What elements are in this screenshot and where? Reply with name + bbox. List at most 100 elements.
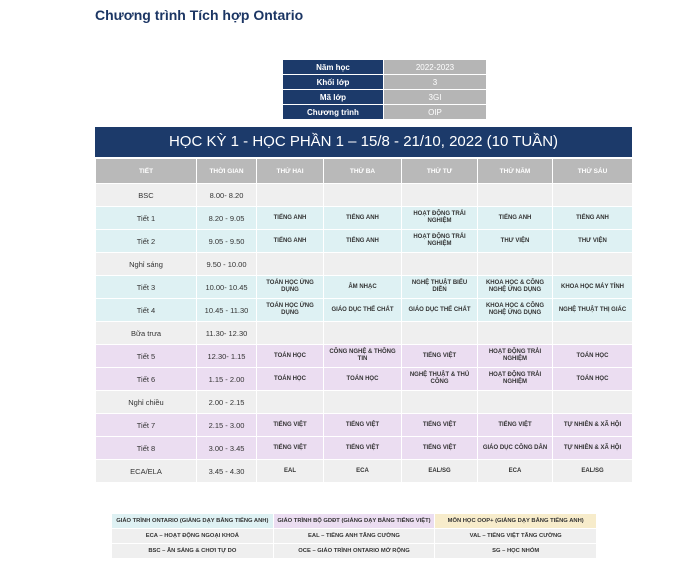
page-title: Chương trình Tích hợp Ontario <box>95 7 304 23</box>
time-cell: 10.45 - 11.30 <box>196 298 257 322</box>
subject-cell <box>256 321 324 345</box>
subject-cell: HOẠT ĐỘNG TRẢI NGHIỆM <box>477 367 553 391</box>
subject-cell: HOẠT ĐỘNG TRẢI NGHIỆM <box>401 206 478 230</box>
table-row: Bữa trưa 11.30- 12.30 <box>95 321 633 345</box>
legend-cell: OCE – GIÁO TRÌNH ONTARIO MỞ RỘNG <box>272 543 436 559</box>
subject-cell: EAL <box>256 459 324 483</box>
subject-cell: TIẾNG ANH <box>256 206 324 230</box>
info-row: Khối lớp 3 <box>282 74 487 90</box>
subject-cell: NGHỆ THUẬT BIỂU DIỄN <box>401 275 478 299</box>
subject-cell: CÔNG NGHỆ & THÔNG TIN <box>323 344 402 368</box>
legend-cell: VAL – TIẾNG VIỆT TĂNG CƯỜNG <box>434 528 597 544</box>
subject-cell: TOÁN HỌC <box>256 367 324 391</box>
info-value: 3GI <box>383 89 487 105</box>
subject-cell: TOÁN HỌC ỨNG DỤNG <box>256 275 324 299</box>
subject-cell <box>256 183 324 207</box>
semester-banner: HỌC KỲ 1 - HỌC PHẦN 1 – 15/8 - 21/10, 20… <box>95 127 632 157</box>
subject-cell: TIẾNG VIỆT <box>401 344 478 368</box>
subject-cell: TIẾNG ANH <box>323 229 402 253</box>
subject-cell: HOẠT ĐỘNG TRẢI NGHIỆM <box>401 229 478 253</box>
time-cell: 3.00 - 3.45 <box>196 436 257 460</box>
legend-cell: GIÁO TRÌNH ONTARIO (GIẢNG DẠY BẰNG TIẾNG… <box>111 513 274 529</box>
info-value: 2022-2023 <box>383 59 487 75</box>
time-cell: 8.20 - 9.05 <box>196 206 257 230</box>
info-label: Năm học <box>282 59 384 75</box>
legend-row: GIÁO TRÌNH ONTARIO (GIẢNG DẠY BẰNG TIẾNG… <box>111 513 597 529</box>
subject-cell: KHOA HỌC & CÔNG NGHỆ ỨNG DỤNG <box>477 275 553 299</box>
period-cell: Nghỉ sáng <box>95 252 197 276</box>
table-row: Nghỉ chiều 2.00 - 2.15 <box>95 390 633 414</box>
subject-cell: TIẾNG ANH <box>256 229 324 253</box>
time-cell: 3.45 - 4.30 <box>196 459 257 483</box>
subject-cell <box>323 321 402 345</box>
subject-cell: TIẾNG ANH <box>477 206 553 230</box>
info-row: Mã lớp 3GI <box>282 89 487 105</box>
subject-cell: TỰ NHIÊN & XÃ HỘI <box>552 413 633 437</box>
info-row: Năm học 2022-2023 <box>282 59 487 75</box>
subject-cell <box>552 183 633 207</box>
subject-cell <box>401 390 478 414</box>
subject-cell: GIÁO DỤC CÔNG DÂN <box>477 436 553 460</box>
period-cell: Tiết 2 <box>95 229 197 253</box>
subject-cell: KHOA HỌC & CÔNG NGHỆ ỨNG DỤNG <box>477 298 553 322</box>
table-row: ECA/ELA 3.45 - 4.30 EAL ECA EAL/SG ECA EAL/SG <box>95 459 633 483</box>
info-label: Mã lớp <box>282 89 384 105</box>
legend-table: GIÁO TRÌNH ONTARIO (GIẢNG DẠY BẰNG TIẾNG… <box>111 513 597 559</box>
subject-cell <box>477 321 553 345</box>
column-header: THỨ TƯ <box>401 158 478 184</box>
legend-cell: EAL – TIẾNG ANH TĂNG CƯỜNG <box>272 528 436 544</box>
table-row: Tiết 8 3.00 - 3.45 TIẾNG VIỆT TIẾNG VIỆT TIẾ… <box>95 436 633 460</box>
time-cell: 9.05 - 9.50 <box>196 229 257 253</box>
subject-cell <box>401 252 478 276</box>
legend-cell: MÔN HỌC OOP+ (GIẢNG DẠY BẰNG TIẾNG ANH) <box>434 513 597 529</box>
time-cell: 12.30- 1.15 <box>196 344 257 368</box>
subject-cell: TIẾNG VIỆT <box>477 413 553 437</box>
subject-cell <box>477 252 553 276</box>
class-info-table: Năm học 2022-2023 Khối lớp 3 Mã lớp 3GI Chương… <box>282 59 487 120</box>
info-row: Chương trình OIP <box>282 104 487 120</box>
subject-cell <box>256 390 324 414</box>
period-cell: BSC <box>95 183 197 207</box>
subject-cell: TOÁN HỌC <box>323 367 402 391</box>
time-cell: 10.00- 10.45 <box>196 275 257 299</box>
legend-cell: SG – HỌC NHÓM <box>434 543 597 559</box>
subject-cell: ECA <box>323 459 402 483</box>
info-value: OIP <box>383 104 487 120</box>
subject-cell: EAL/SG <box>401 459 478 483</box>
period-cell: ECA/ELA <box>95 459 197 483</box>
time-cell: 2.00 - 2.15 <box>196 390 257 414</box>
subject-cell <box>323 183 402 207</box>
table-row: BSC 8.00- 8.20 <box>95 183 633 207</box>
subject-cell: TOÁN HỌC <box>256 344 324 368</box>
subject-cell <box>256 252 324 276</box>
subject-cell: THƯ VIỆN <box>477 229 553 253</box>
column-header: THỨ HAI <box>256 158 324 184</box>
table-row: Tiết 5 12.30- 1.15 TOÁN HỌC CÔNG NGHỆ & THÔ… <box>95 344 633 368</box>
legend-cell: BSC – ĂN SÁNG & CHƠI TỰ DO <box>111 543 274 559</box>
column-header: THỜI GIAN <box>196 158 257 184</box>
subject-cell <box>552 390 633 414</box>
subject-cell: NGHỆ THUẬT & THỦ CÔNG <box>401 367 478 391</box>
column-header: THỨ NĂM <box>477 158 553 184</box>
subject-cell: KHOA HỌC MÁY TÍNH <box>552 275 633 299</box>
time-cell: 1.15 - 2.00 <box>196 367 257 391</box>
subject-cell <box>401 183 478 207</box>
time-cell: 2.15 - 3.00 <box>196 413 257 437</box>
subject-cell: TIẾNG VIỆT <box>401 413 478 437</box>
legend-row: ECA – HOẠT ĐỘNG NGOẠI KHOÁ EAL – TIẾNG AN… <box>111 528 597 544</box>
subject-cell: TIẾNG VIỆT <box>256 413 324 437</box>
legend-cell: GIÁO TRÌNH BỘ GDĐT (GIẢNG DẠY BẰNG TIẾNG… <box>272 513 436 529</box>
subject-cell: TOÁN HỌC <box>552 367 633 391</box>
subject-cell <box>477 183 553 207</box>
column-header: TIẾT <box>95 158 197 184</box>
timetable-header: TIẾT THỜI GIAN THỨ HAI THỨ BA THỨ TƯ THỨ NĂM T… <box>95 158 633 184</box>
table-row: Tiết 3 10.00- 10.45 TOÁN HỌC ỨNG DỤNG ÂM NH… <box>95 275 633 299</box>
period-cell: Tiết 8 <box>95 436 197 460</box>
period-cell: Tiết 7 <box>95 413 197 437</box>
subject-cell <box>552 252 633 276</box>
info-label: Chương trình <box>282 104 384 120</box>
table-row: Nghỉ sáng 9.50 - 10.00 <box>95 252 633 276</box>
column-header: THỨ BA <box>323 158 402 184</box>
period-cell: Tiết 3 <box>95 275 197 299</box>
table-row: Tiết 2 9.05 - 9.50 TIẾNG ANH TIẾNG ANH HOẠT … <box>95 229 633 253</box>
